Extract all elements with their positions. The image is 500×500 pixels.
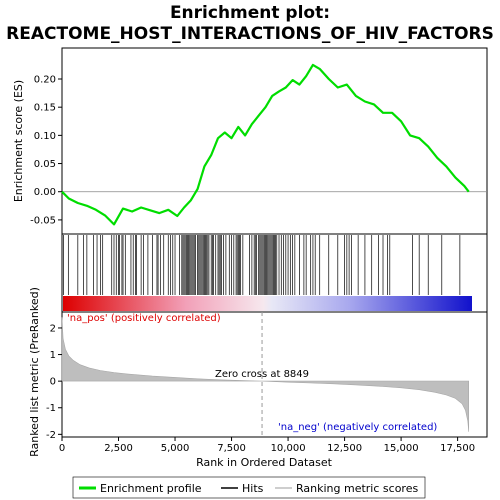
ranking-metric-area [61, 317, 469, 432]
x-axis-ticks: 0 2,500 5,000 7,500 10,000 12,500 15,000 17,500 [59, 437, 475, 454]
legend: Enrichment profile Hits Ranking metric s… [72, 476, 426, 499]
es-tick-label: 0.10 [34, 131, 56, 142]
legend-metric-label: Ranking metric scores [296, 482, 418, 495]
metric-tick-label: -2 [46, 430, 56, 441]
es-tick-label: -0.05 [30, 215, 56, 226]
legend-hits-label: Hits [242, 482, 264, 495]
es-tick-label: 0.05 [34, 159, 56, 170]
metric-tick-label: 2 [50, 323, 56, 334]
ranking-metric-series [61, 317, 469, 432]
chart-title-line1: Enrichment plot: [170, 3, 330, 23]
x-tick-label: 17,500 [440, 443, 475, 454]
x-tick-label: 2,500 [104, 443, 133, 454]
x-axis-label: Rank in Ordered Dataset [196, 456, 333, 469]
x-tick-label: 15,000 [384, 443, 419, 454]
metric-axis-ticks: -2 -1 0 1 2 [46, 323, 62, 441]
enrichment-profile-line [61, 63, 470, 226]
x-tick-label: 7,500 [217, 443, 246, 454]
zero-cross-label: Zero cross at 8849 [215, 369, 309, 380]
enrichment-profile-series [61, 63, 470, 226]
metric-tick-label: -1 [46, 403, 56, 414]
pos-correlated-label: 'na_pos' (positively correlated) [67, 313, 221, 324]
es-tick-label: 0.20 [34, 75, 56, 86]
metric-y-axis-label: Ranked list metric (PreRanked) [28, 287, 41, 457]
x-tick-label: 10,000 [271, 443, 306, 454]
metric-tick-label: 1 [50, 350, 56, 361]
x-tick-label: 12,500 [327, 443, 362, 454]
es-tick-label: 0.00 [34, 187, 56, 198]
neg-correlated-label: 'na_neg' (negatively correlated) [278, 422, 437, 433]
metric-tick-label: 0 [50, 377, 56, 388]
x-tick-label: 5,000 [161, 443, 190, 454]
x-tick-label: 0 [59, 443, 65, 454]
chart-title-line2: REACTOME_HOST_INTERACTIONS_OF_HIV_FACTOR… [6, 24, 494, 44]
legend-profile-label: Enrichment profile [100, 482, 202, 495]
hits-series [63, 235, 461, 295]
ranking-heat-bar [63, 296, 472, 311]
es-axis-ticks: -0.05 0.00 0.05 0.10 0.15 0.20 [30, 75, 62, 226]
es-tick-label: 0.15 [34, 103, 56, 114]
es-y-axis-label: Enrichment score (ES) [12, 80, 25, 202]
legend-frame [72, 476, 426, 499]
